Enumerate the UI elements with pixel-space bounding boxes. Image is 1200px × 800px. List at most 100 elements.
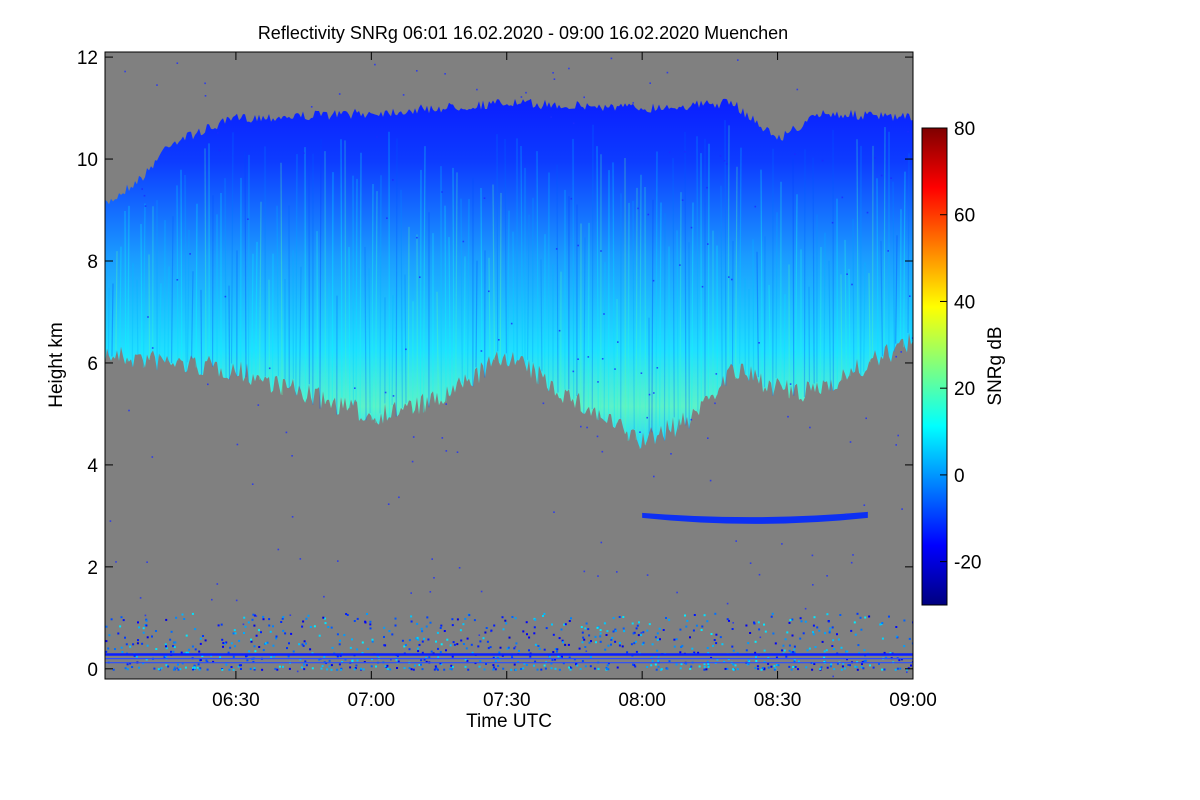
noise-point	[866, 211, 869, 214]
noise-point	[647, 213, 650, 216]
fall-streak	[368, 268, 371, 414]
noise-point	[242, 623, 245, 626]
noise-point	[640, 632, 643, 634]
clutter-point	[836, 633, 838, 636]
noise-point	[553, 78, 556, 80]
fall-streak	[319, 139, 322, 409]
clutter-point	[234, 632, 237, 635]
noise-point	[600, 250, 602, 252]
clutter-point	[680, 663, 683, 666]
noise-point	[887, 250, 889, 252]
clutter-point	[580, 626, 583, 628]
clutter-point	[492, 668, 495, 671]
clutter-point	[452, 641, 455, 644]
clutter-point	[258, 629, 260, 632]
clutter-point	[675, 638, 678, 641]
fall-streak	[295, 154, 298, 396]
clutter-point	[430, 650, 433, 653]
clutter-point	[650, 656, 653, 659]
clutter-point	[336, 655, 339, 658]
clutter-point	[513, 663, 516, 666]
colorbar-tick-label: 0	[954, 466, 965, 487]
fall-streak	[436, 291, 439, 393]
fall-streak	[840, 274, 843, 381]
clutter-point	[142, 662, 145, 665]
clutter-point	[543, 664, 546, 667]
noise-point	[411, 460, 414, 463]
fall-streak	[170, 216, 174, 363]
clutter-point	[142, 631, 145, 634]
clutter-point	[651, 660, 654, 663]
clutter-point	[878, 662, 880, 665]
noise-point	[821, 159, 824, 162]
clutter-point	[726, 618, 729, 621]
noise-point	[156, 84, 158, 86]
fall-streak	[848, 269, 851, 376]
clutter-point	[845, 650, 848, 653]
noise-point	[787, 415, 789, 418]
noise-point	[851, 283, 853, 286]
clutter-point	[804, 620, 807, 623]
fall-streak	[136, 279, 139, 355]
noise-point	[737, 59, 739, 61]
noise-point	[583, 96, 585, 99]
clutter-point	[758, 628, 761, 631]
fall-streak	[140, 223, 143, 355]
clutter-point	[305, 664, 308, 667]
fall-streak	[724, 120, 727, 386]
noise-point	[480, 590, 483, 593]
noise-point	[139, 597, 142, 599]
clutter-point	[651, 643, 654, 646]
noise-point	[109, 520, 112, 522]
clutter-point	[420, 663, 422, 666]
clutter-point	[861, 663, 863, 665]
clutter-point	[537, 645, 540, 647]
clutter-point	[747, 659, 750, 662]
clutter-point	[301, 643, 304, 646]
clutter-point	[418, 643, 421, 646]
clutter-point	[253, 667, 256, 670]
clutter-point	[328, 659, 331, 662]
clutter-point	[618, 616, 621, 618]
clutter-point	[684, 614, 686, 617]
clutter-point	[199, 659, 202, 661]
noise-point	[715, 373, 718, 375]
clutter-point	[846, 650, 849, 653]
clutter-point	[723, 660, 726, 663]
clutter-point	[173, 646, 176, 649]
noise-point	[176, 667, 178, 669]
fall-streak	[587, 222, 590, 407]
clutter-point	[504, 619, 507, 622]
noise-point	[865, 417, 867, 420]
noise-point	[754, 205, 757, 208]
clutter-point	[237, 665, 240, 668]
noise-point	[679, 264, 681, 266]
noise-point	[648, 393, 651, 396]
clutter-point	[605, 666, 608, 669]
clutter-point	[155, 630, 157, 632]
clutter-point	[232, 668, 235, 671]
fall-streak	[391, 295, 394, 406]
clutter-point	[594, 635, 597, 638]
noise-point	[676, 591, 678, 594]
fall-streak	[783, 294, 786, 390]
clutter-point	[401, 639, 404, 642]
clutter-point	[451, 655, 454, 658]
clutter-point	[731, 645, 734, 648]
clutter-point	[662, 629, 665, 631]
clutter-point	[323, 655, 326, 658]
clutter-point	[911, 642, 913, 645]
noise-point	[218, 149, 221, 152]
clutter-point	[251, 618, 254, 621]
clutter-point	[526, 633, 528, 636]
noise-point	[291, 516, 294, 518]
clutter-point	[839, 614, 842, 616]
noise-point	[558, 329, 561, 332]
clutter-point	[349, 646, 352, 649]
noise-point	[845, 513, 848, 515]
clutter-point	[138, 626, 141, 629]
noise-point	[376, 136, 378, 138]
fall-streak	[107, 287, 110, 356]
clutter-point	[899, 667, 902, 670]
clutter-point	[351, 638, 353, 641]
